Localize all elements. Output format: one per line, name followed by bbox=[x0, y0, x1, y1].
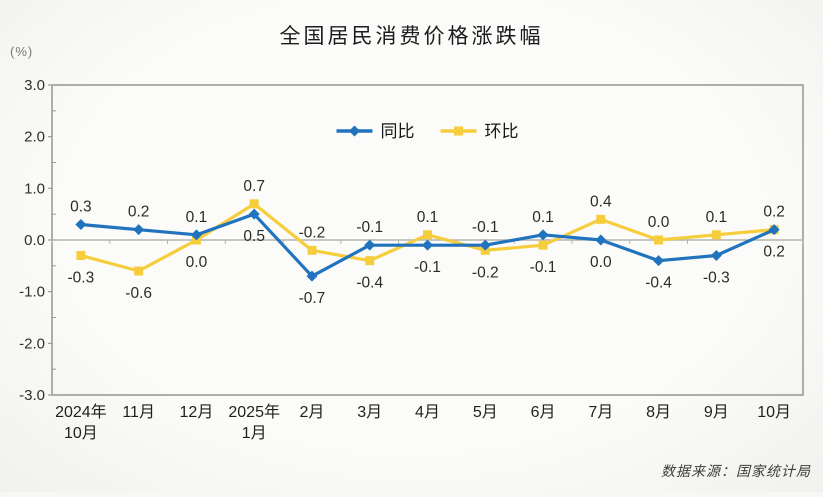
legend-item-环比: 环比 bbox=[440, 122, 519, 141]
x-category-label: 2月 bbox=[300, 404, 325, 421]
series-marker-环比 bbox=[654, 235, 664, 245]
series-marker-同比 bbox=[422, 239, 433, 251]
legend-label-同比: 同比 bbox=[381, 122, 415, 141]
series-marker-同比 bbox=[133, 224, 145, 236]
data-label-同比: 0.2 bbox=[763, 244, 785, 261]
series-marker-同比 bbox=[248, 208, 260, 220]
x-category-label: 12月 bbox=[180, 404, 214, 421]
data-label-同比: -0.1 bbox=[356, 219, 383, 236]
y-tick-label: 3.0 bbox=[24, 77, 45, 94]
series-marker-同比 bbox=[75, 219, 87, 230]
data-label-环比: -0.6 bbox=[125, 285, 152, 302]
series-marker-环比 bbox=[134, 266, 144, 276]
y-tick-label: 2.0 bbox=[24, 129, 45, 146]
x-category-label: 2025年 1月 bbox=[228, 403, 280, 442]
data-label-环比: -0.2 bbox=[299, 224, 326, 241]
chart-title: 全国居民消费价格涨跌幅 bbox=[279, 25, 544, 48]
data-label-环比: -0.2 bbox=[472, 264, 499, 281]
data-label-环比: -0.1 bbox=[530, 259, 557, 276]
x-category-label: 4月 bbox=[415, 404, 440, 421]
data-label-同比: 0.3 bbox=[70, 199, 92, 216]
series-marker-同比 bbox=[595, 234, 607, 246]
x-category-label: 5月 bbox=[473, 404, 498, 421]
series-marker-环比 bbox=[307, 245, 317, 255]
x-category-label: 6月 bbox=[531, 404, 556, 421]
series-marker-同比 bbox=[479, 239, 491, 251]
data-label-同比: 0.1 bbox=[186, 209, 208, 226]
data-label-环比: -0.3 bbox=[68, 270, 95, 287]
data-label-环比: 0.4 bbox=[590, 193, 612, 210]
legend-item-同比: 同比 bbox=[336, 122, 415, 141]
data-label-同比: -0.1 bbox=[414, 259, 441, 276]
y-tick-label: -3.0 bbox=[19, 387, 45, 404]
data-label-环比: -0.4 bbox=[356, 275, 383, 292]
series-marker-环比 bbox=[365, 256, 375, 266]
x-category-label: 2024年 10月 bbox=[55, 403, 107, 442]
series-marker-同比 bbox=[364, 239, 376, 251]
y-tick-label: 1.0 bbox=[24, 180, 45, 197]
series-marker-环比 bbox=[249, 199, 259, 209]
legend-marker-square-icon bbox=[454, 126, 463, 136]
x-category-label: 9月 bbox=[704, 404, 729, 421]
data-label-同比: 0.2 bbox=[128, 204, 150, 221]
data-label-同比: -0.1 bbox=[472, 219, 499, 236]
legend-label-环比: 环比 bbox=[485, 122, 519, 141]
data-label-同比: -0.3 bbox=[703, 270, 730, 287]
x-category-label: 8月 bbox=[646, 404, 671, 421]
x-category-label: 7月 bbox=[588, 404, 613, 421]
data-label-同比: 0.5 bbox=[243, 228, 265, 245]
series-marker-同比 bbox=[306, 270, 318, 282]
source-note: 数据来源：国家统计局 bbox=[661, 465, 811, 480]
series-marker-同比 bbox=[653, 255, 665, 267]
data-label-同比: -0.7 bbox=[299, 290, 326, 307]
data-label-环比: 0.2 bbox=[763, 204, 785, 221]
y-tick-label: -2.0 bbox=[19, 335, 45, 352]
series-marker-同比 bbox=[710, 250, 722, 261]
series-marker-环比 bbox=[423, 230, 432, 240]
data-label-环比: 0.0 bbox=[186, 254, 208, 271]
series-marker-同比 bbox=[768, 224, 780, 236]
series-marker-同比 bbox=[190, 229, 202, 241]
data-label-同比: -0.4 bbox=[645, 275, 672, 292]
data-label-同比: 0.0 bbox=[590, 254, 612, 271]
series-marker-环比 bbox=[711, 230, 721, 240]
data-label-环比: 0.0 bbox=[648, 214, 670, 231]
data-label-环比: 0.7 bbox=[243, 178, 265, 195]
y-tick-label: -1.0 bbox=[19, 284, 45, 301]
series-marker-环比 bbox=[538, 240, 548, 250]
legend-marker-diamond-icon bbox=[349, 125, 360, 137]
data-label-环比: 0.1 bbox=[417, 209, 439, 226]
series-marker-环比 bbox=[596, 214, 606, 224]
x-category-label: 10月 bbox=[757, 404, 791, 421]
y-axis-unit-label: (%) bbox=[10, 44, 34, 59]
y-tick-label: 0.0 bbox=[24, 232, 45, 249]
data-label-同比: 0.1 bbox=[532, 209, 554, 226]
x-category-label: 3月 bbox=[357, 404, 382, 421]
series-marker-环比 bbox=[76, 251, 86, 260]
data-label-环比: 0.1 bbox=[706, 209, 728, 226]
series-marker-同比 bbox=[537, 229, 549, 241]
x-category-label: 11月 bbox=[122, 404, 155, 421]
